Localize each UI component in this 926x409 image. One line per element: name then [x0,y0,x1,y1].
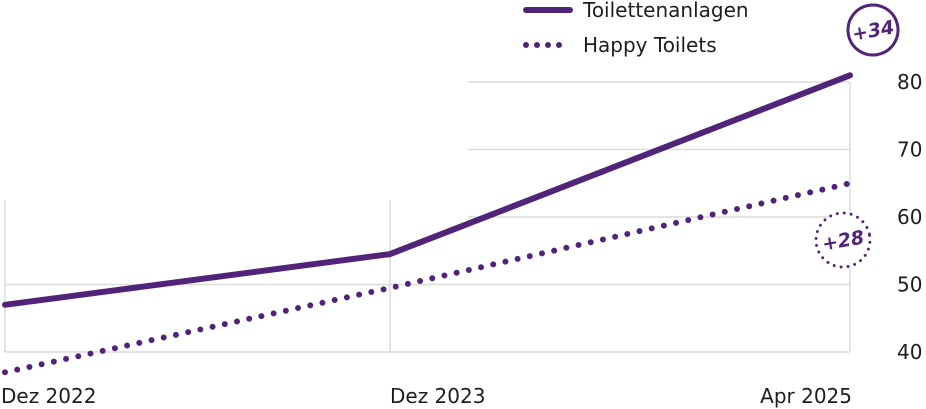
series-line-happy-toilets [2,180,853,376]
legend-label-happy-toilets: Happy Toilets [583,33,717,57]
y-tick-label: 80 [897,70,922,94]
badge-solid-change: +34 [846,3,900,57]
badge-dotted-circle [814,211,872,269]
legend-label-toilettenanlagen: Toilettenanlagen [582,0,749,22]
y-tick-label: 40 [897,340,922,364]
y-tick-label: 70 [897,138,922,162]
x-tick-label: Apr 2025 [760,384,852,408]
y-tick-label: 50 [897,273,922,297]
series-line-toilettenanlagen [2,72,853,308]
y-tick-label: 60 [897,205,922,229]
badge-solid-circle [846,3,900,57]
legend: Toilettenanlagen Happy Toilets [523,0,749,57]
series-layer [2,72,853,376]
x-axis: Dez 2022 Dez 2023 Apr 2025 [1,384,852,408]
x-tick-label: Dez 2023 [390,384,485,408]
x-tick-label: Dez 2022 [1,384,96,408]
badge-dotted-change: +28 [814,211,872,269]
change-badges: +34 +28 [814,3,900,269]
y-axis: 40 50 60 70 80 [897,70,922,364]
